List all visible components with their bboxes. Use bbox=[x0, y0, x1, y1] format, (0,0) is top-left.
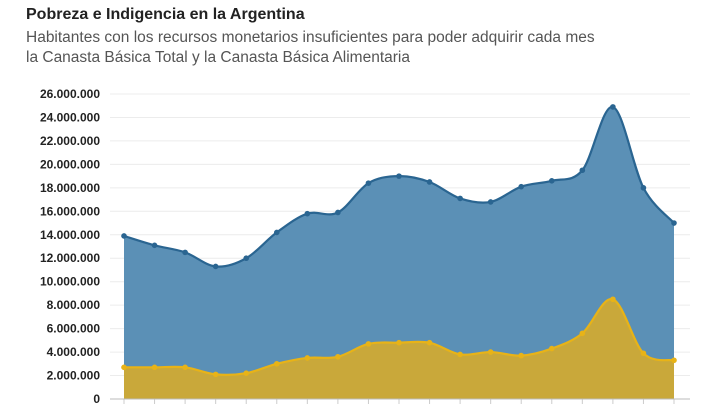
y-tick-label: 18.000.000 bbox=[40, 181, 100, 195]
series-indigencia bbox=[121, 296, 677, 399]
data-point[interactable] bbox=[182, 249, 188, 256]
chart-subtitle: Habitantes con los recursos monetarios i… bbox=[26, 28, 595, 68]
y-tick-label: 20.000.000 bbox=[40, 157, 100, 171]
data-point[interactable] bbox=[610, 104, 616, 110]
y-tick-label: 22.000.000 bbox=[40, 134, 100, 148]
y-tick-label: 14.000.000 bbox=[40, 228, 100, 242]
y-tick-label: 6.000.000 bbox=[47, 322, 101, 336]
data-point[interactable] bbox=[365, 180, 372, 186]
data-point[interactable] bbox=[396, 173, 402, 179]
data-point[interactable] bbox=[151, 242, 158, 249]
data-point[interactable] bbox=[335, 209, 341, 216]
y-tick-label: 16.000.000 bbox=[40, 204, 100, 218]
data-point[interactable] bbox=[518, 183, 525, 190]
y-tick-label: 0 bbox=[93, 392, 100, 405]
y-tick-label: 10.000.000 bbox=[40, 275, 100, 289]
data-point[interactable] bbox=[518, 352, 525, 359]
data-point[interactable] bbox=[426, 339, 433, 346]
y-tick-label: 2.000.000 bbox=[47, 369, 101, 383]
subtitle-line-2: la Canasta Básica Total y la Canasta Bás… bbox=[26, 49, 410, 66]
data-point[interactable] bbox=[671, 357, 677, 364]
data-point[interactable] bbox=[243, 370, 250, 376]
chart-title: Pobreza e Indigencia en la Argentina bbox=[26, 6, 305, 23]
y-tick-label: 8.000.000 bbox=[47, 298, 101, 312]
data-point[interactable] bbox=[426, 179, 433, 185]
data-point[interactable] bbox=[548, 345, 555, 352]
data-point[interactable] bbox=[335, 353, 341, 360]
data-point[interactable] bbox=[365, 341, 372, 347]
data-point[interactable] bbox=[121, 233, 127, 239]
data-point[interactable] bbox=[243, 255, 250, 262]
data-point[interactable] bbox=[304, 355, 311, 361]
data-point[interactable] bbox=[121, 364, 127, 371]
data-point[interactable] bbox=[610, 296, 616, 303]
data-point[interactable] bbox=[487, 349, 494, 355]
subtitle-line-1: Habitantes con los recursos monetarios i… bbox=[26, 29, 595, 46]
data-point[interactable] bbox=[457, 351, 463, 358]
data-point[interactable] bbox=[640, 350, 647, 357]
data-point[interactable] bbox=[671, 220, 677, 226]
data-point[interactable] bbox=[273, 361, 280, 367]
y-tick-label: 4.000.000 bbox=[47, 345, 101, 359]
data-point[interactable] bbox=[487, 199, 494, 205]
data-point[interactable] bbox=[396, 339, 402, 346]
data-point[interactable] bbox=[304, 210, 311, 217]
data-point[interactable] bbox=[273, 229, 280, 236]
data-point[interactable] bbox=[579, 167, 586, 174]
data-point[interactable] bbox=[457, 195, 463, 202]
data-point[interactable] bbox=[182, 364, 188, 371]
series-pobreza bbox=[121, 104, 677, 399]
data-point[interactable] bbox=[579, 330, 586, 337]
y-tick-label: 12.000.000 bbox=[40, 251, 100, 265]
y-tick-label: 26.000.000 bbox=[40, 87, 100, 101]
area-indigencia bbox=[124, 299, 674, 399]
data-point[interactable] bbox=[212, 371, 219, 378]
y-tick-label: 24.000.000 bbox=[40, 110, 100, 124]
data-point[interactable] bbox=[151, 364, 158, 371]
data-point[interactable] bbox=[548, 178, 555, 184]
data-point[interactable] bbox=[212, 263, 219, 270]
area-pobreza bbox=[124, 106, 674, 399]
data-point[interactable] bbox=[640, 185, 647, 191]
